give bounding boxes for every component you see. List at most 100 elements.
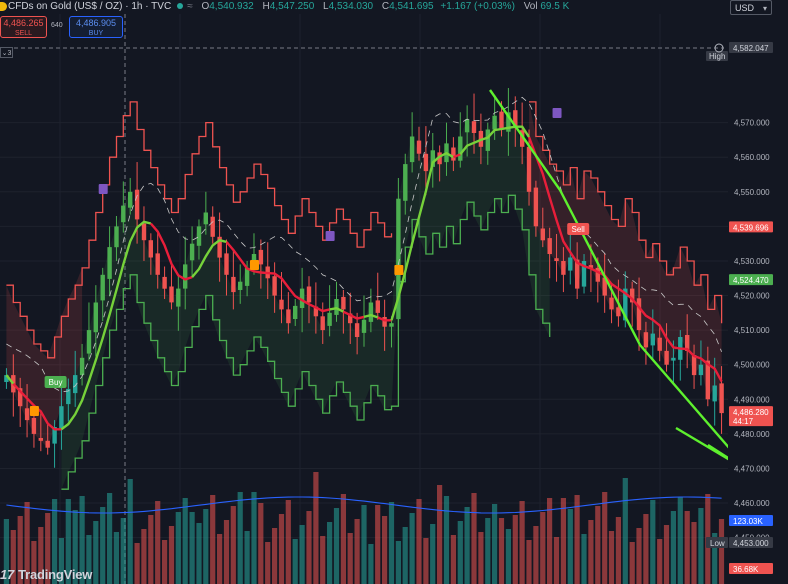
price-tick-label: 4,470.000 <box>734 464 770 473</box>
price-tick-label: 4,520.000 <box>734 292 770 301</box>
volume-bar <box>3 519 9 584</box>
volume-bar <box>258 503 264 584</box>
candle-body <box>595 267 600 282</box>
moving-average-line <box>225 241 330 313</box>
candle-body <box>499 111 504 130</box>
candle-body <box>224 253 229 275</box>
candle-body <box>38 438 43 441</box>
volume-bar <box>31 541 37 584</box>
signal-badge-sell[interactable] <box>567 223 590 235</box>
band-fill-down <box>529 101 722 414</box>
volume-bar <box>629 542 635 584</box>
volume-bar <box>333 508 340 584</box>
indicators-toggle[interactable]: ⌄3 <box>0 47 13 58</box>
volume-bar <box>79 496 85 584</box>
compare-icon[interactable]: ≈ <box>187 1 193 12</box>
moving-average-line <box>459 125 531 156</box>
volume-bar <box>93 521 99 584</box>
volume-bar <box>17 516 23 584</box>
price-label-text: 4,539.696 <box>733 223 769 232</box>
sell-label: SELL <box>14 30 33 37</box>
volume-bar <box>650 500 656 584</box>
candle-body <box>176 288 181 307</box>
candle-body <box>492 115 497 130</box>
candle-body <box>134 189 140 220</box>
volume-bar <box>698 508 704 584</box>
volume-bar <box>602 492 608 584</box>
symbol-title[interactable]: CFDs on Gold (US$ / OZ) · 1h · TVC <box>8 1 172 12</box>
candle-body <box>602 277 607 296</box>
volume-bar <box>485 518 491 584</box>
volume-bar <box>691 522 697 584</box>
entry-marker-icon <box>29 406 39 416</box>
candle-body <box>464 119 470 133</box>
price-label-text: 36.68K <box>733 565 759 574</box>
candle-body <box>169 286 174 303</box>
price-label-band-lower <box>729 274 773 286</box>
signal-badge-buy[interactable] <box>44 376 67 388</box>
volume-bar <box>595 506 601 584</box>
price-tick-label: 4,570.000 <box>734 119 770 128</box>
moving-average-line <box>342 310 365 320</box>
candle-body <box>471 121 477 133</box>
entry-marker-icon <box>249 260 259 270</box>
candle-body <box>581 261 587 287</box>
price-tick-label: 4,490.000 <box>734 395 770 404</box>
candle-body <box>561 261 566 275</box>
trendline-drawing[interactable] <box>489 89 751 473</box>
volume-bar <box>292 539 298 584</box>
volume-bar <box>622 478 628 584</box>
candle-body <box>520 130 525 147</box>
candle-body <box>59 406 64 429</box>
candle-body <box>279 299 284 310</box>
candle-body <box>389 323 394 327</box>
candle-body <box>609 297 614 310</box>
moving-average-line <box>329 306 344 313</box>
price-label-text: 123.03K <box>733 517 763 526</box>
price-label-volume-ma <box>729 515 773 526</box>
buy-button[interactable]: 4,486.905 BUY <box>69 16 123 38</box>
low-value: 4,534.030 <box>328 1 374 12</box>
volume-bar <box>223 520 230 584</box>
low-tag <box>706 537 728 548</box>
volume-bar <box>540 512 546 584</box>
volume-bar <box>368 544 374 584</box>
price-axis[interactable]: 4,570.0004,560.0004,550.0004,540.0004,53… <box>706 14 788 584</box>
volume-bar <box>285 500 291 584</box>
price-tick-label: 4,510.000 <box>734 326 770 335</box>
volume-bar <box>107 493 113 584</box>
close-value: 4,541.695 <box>389 1 434 12</box>
candle-body <box>691 355 697 376</box>
candle-body <box>203 212 208 225</box>
price-label-band-upper <box>729 221 773 233</box>
volume-bar <box>127 479 133 584</box>
currency-select[interactable]: USD ▾ <box>730 0 772 15</box>
candle-body <box>671 357 676 361</box>
candle-body <box>698 364 704 376</box>
candle-body <box>630 288 635 303</box>
candle-body <box>547 238 552 254</box>
candle-body <box>575 259 580 289</box>
candle-body <box>409 136 415 163</box>
add-alert-icon[interactable] <box>714 43 724 53</box>
price-label-text: 4,486.280 <box>733 408 769 417</box>
candle-body <box>272 276 277 296</box>
candle-body <box>148 240 153 258</box>
open-value: 4,540.932 <box>209 1 254 12</box>
volume-bar <box>155 501 161 584</box>
price-axis-bg <box>728 14 788 584</box>
tv-logo-icon: 17 <box>0 567 15 582</box>
volume-bar <box>168 526 175 584</box>
band-lower-line <box>61 194 551 490</box>
sell-button[interactable]: 4,486.265 SELL <box>0 16 47 38</box>
candle-body <box>354 323 360 337</box>
candle-body <box>231 276 236 293</box>
tradingview-logo[interactable]: 17 TradingView <box>0 567 92 582</box>
candle-body <box>382 317 387 327</box>
change-value: +1.167 (+0.03%) <box>440 1 515 12</box>
buy-price: 4,486.905 <box>75 18 117 28</box>
moving-average-line <box>149 222 193 281</box>
volume-bar <box>402 527 408 584</box>
volume-bar <box>141 529 147 584</box>
